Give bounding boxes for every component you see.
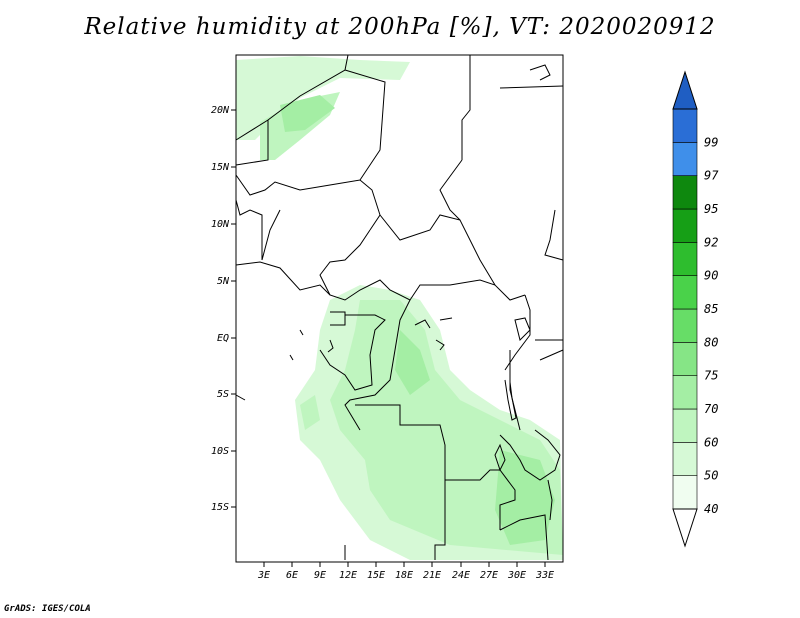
lon-label-24e: 24E [452, 570, 470, 581]
colorbar-box-50 [672, 442, 698, 476]
grads-credit: GrADS: IGES/COLA [4, 604, 91, 614]
colorbar-box-85 [672, 275, 698, 310]
colorbar-box-99 [672, 108, 698, 143]
colorbar-label-90: 90 [704, 269, 718, 283]
lon-label-3e: 3E [257, 570, 270, 581]
colorbar-label-97: 97 [704, 169, 719, 183]
colorbar: 40 50 60 70 75 80 85 90 92 95 97 99 [672, 70, 719, 548]
colorbar-box-97 [672, 142, 698, 176]
colorbar-label-80: 80 [704, 335, 718, 349]
lon-label-9e: 9E [314, 570, 326, 581]
map-frame [235, 54, 564, 563]
colorbar-box-40 [672, 475, 698, 510]
colorbar-top-arrow [672, 70, 698, 110]
lat-axis: 20N 15N 10N 5N EQ 5S 10S 15S [211, 105, 236, 513]
lon-label-6e: 6E [286, 570, 298, 581]
lon-label-15e: 15E [367, 570, 385, 581]
colorbar-bottom-arrow [672, 508, 698, 548]
colorbar-box-75 [672, 342, 698, 376]
lon-label-18e: 18E [395, 570, 413, 581]
colorbar-box-92 [672, 208, 698, 243]
colorbar-box-60 [672, 408, 698, 443]
colorbar-box-80 [672, 308, 698, 343]
colorbar-labels: 40 50 60 70 75 80 85 90 92 95 97 99 [704, 135, 719, 516]
lat-label-20n: 20N [211, 105, 230, 116]
colorbar-label-70: 70 [704, 402, 718, 416]
colorbar-box-70 [672, 375, 698, 410]
lon-label-27e: 27E [480, 570, 498, 581]
lat-label-10s: 10S [211, 446, 229, 457]
colorbar-label-60: 60 [704, 435, 718, 449]
lon-axis: 3E 6E 9E 12E 15E 18E 21E 24E 27E 30E 33E [257, 562, 554, 581]
lat-label-10n: 10N [211, 219, 230, 230]
colorbar-boxes [672, 108, 698, 510]
colorbar-box-95 [672, 175, 698, 210]
colorbar-label-75: 75 [704, 369, 718, 383]
colorbar-label-40: 40 [704, 502, 718, 516]
country-borders [235, 54, 564, 561]
colorbar-label-85: 85 [704, 302, 718, 316]
lon-label-33e: 33E [535, 570, 554, 581]
colorbar-label-50: 50 [704, 469, 718, 483]
colorbar-label-99: 99 [704, 135, 718, 149]
lat-label-15s: 15S [211, 502, 229, 513]
lat-label-5n: 5N [217, 276, 230, 287]
colorbar-label-95: 95 [704, 202, 718, 216]
lon-label-12e: 12E [339, 570, 357, 581]
map-title: Relative humidity at 200hPa [%], VT: 202… [84, 14, 716, 40]
lat-label-15n: 15N [211, 162, 230, 173]
humidity-shading [236, 56, 563, 560]
lat-label-eq: EQ [217, 333, 229, 344]
lat-label-5s: 5S [217, 389, 229, 400]
colorbar-box-90 [672, 242, 698, 276]
lon-label-21e: 21E [423, 570, 441, 581]
lon-label-30e: 30E [507, 570, 526, 581]
colorbar-label-92: 92 [704, 235, 718, 249]
